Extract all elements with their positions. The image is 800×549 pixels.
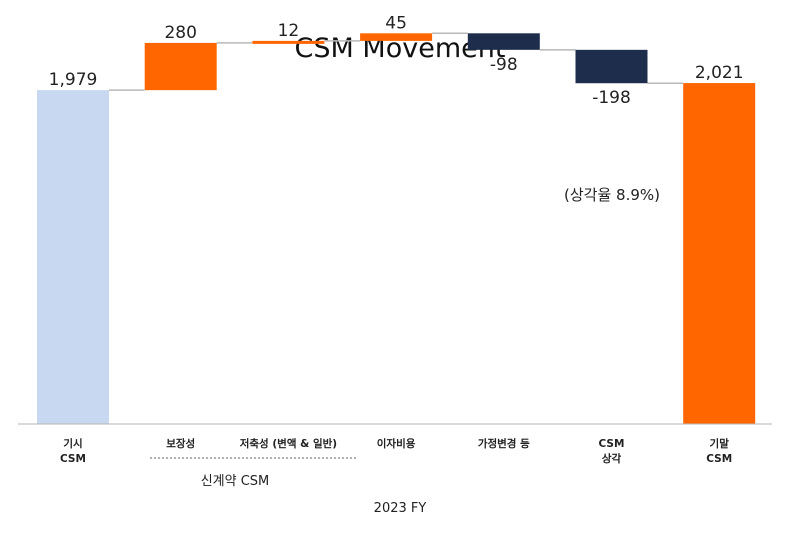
bar-5: [467, 33, 540, 50]
value-label-6: -198: [592, 88, 631, 108]
bar-7: [683, 83, 756, 424]
value-label-7: 2,021: [695, 63, 744, 83]
category-label-2-1: 보장성: [166, 437, 195, 450]
category-label-5-1: 가정변경 등: [478, 437, 530, 450]
value-label-3: 12: [278, 21, 300, 41]
category-label-7-1: 기말: [710, 437, 730, 450]
value-label-1: 1,979: [49, 70, 98, 90]
x-axis-label: 2023 FY: [374, 501, 427, 516]
connector-lines: [109, 32, 684, 91]
category-labels-layer: 기시 CSM 보장성 저축성 (변액 & 일반) 이자비용 가정변경 등 CSM 상각 기말 CS…: [60, 437, 732, 465]
category-label-3-1: 저축성 (변액 & 일반): [240, 437, 337, 450]
bars-layer: [37, 33, 756, 424]
group-label: 신계약 CSM: [201, 474, 270, 489]
bar-6: [575, 49, 648, 84]
category-label-7-2: CSM: [706, 453, 732, 465]
category-label-1-1: 기시: [63, 437, 82, 450]
category-label-6-2: 상각: [602, 452, 622, 465]
value-label-4: 45: [385, 13, 407, 33]
value-label-5: -98: [490, 55, 518, 75]
category-label-4-1: 이자비용: [377, 437, 416, 450]
bar-3: [252, 40, 325, 44]
bar-1: [37, 90, 109, 424]
category-label-6-1: CSM: [599, 438, 625, 450]
category-label-1-2: CSM: [60, 453, 86, 465]
bar-4: [360, 33, 433, 41]
bar-2: [144, 42, 217, 91]
amortization-rate-note: (상각율 8.9%): [564, 186, 660, 204]
value-label-2: 280: [164, 23, 196, 43]
value-labels-layer: 1,979 280 12 45 -98 -198 2,021: [49, 13, 744, 108]
